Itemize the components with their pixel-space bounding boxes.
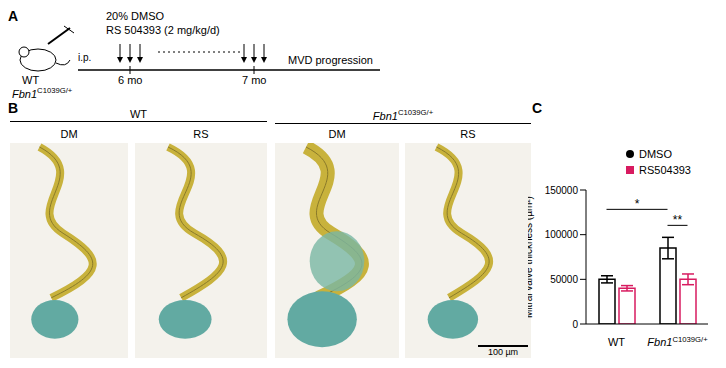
svg-text:0: 0 xyxy=(572,319,578,330)
html-text:7 mo: 7 mo xyxy=(242,74,267,86)
html-text:i.p.: i.p. xyxy=(78,52,92,63)
html-text:RS 504393 (2 mg/kg/d): RS 504393 (2 mg/kg/d) xyxy=(106,24,220,36)
html-text:C: C xyxy=(532,100,543,116)
svg-text:Fbn1C1039G/+: Fbn1C1039G/+ xyxy=(647,335,708,348)
html-text:B: B xyxy=(8,100,19,116)
svg-text:**: ** xyxy=(673,213,683,227)
html-text:RS504393: RS504393 xyxy=(639,164,691,176)
html-text:WT: WT xyxy=(129,108,147,120)
svg-text:Mitral valve thickness (µm²): Mitral valve thickness (µm²) xyxy=(528,196,534,318)
svg-text:100000: 100000 xyxy=(545,229,579,240)
svg-text:*: * xyxy=(635,197,640,211)
html-text:Fbn1C1039G/+: Fbn1C1039G/+ xyxy=(372,108,434,122)
svg-text:WT: WT xyxy=(608,336,625,348)
html-text:RS: RS xyxy=(460,128,476,140)
html-text:Fbn1C1039G/+: Fbn1C1039G/+ xyxy=(12,86,73,100)
html-text:MVD progression: MVD progression xyxy=(288,54,373,66)
html-text:DMSO: DMSO xyxy=(639,148,672,160)
html-text:DM: DM xyxy=(328,128,346,140)
svg-text:50000: 50000 xyxy=(550,274,578,285)
html-text:RS: RS xyxy=(193,128,209,140)
html-text:WT: WT xyxy=(22,74,40,86)
html-text:100 µm: 100 µm xyxy=(487,347,519,357)
html-text:6 mo: 6 mo xyxy=(118,74,143,86)
svg-text:150000: 150000 xyxy=(545,185,579,196)
html-text:A: A xyxy=(8,8,19,24)
html-text:20% DMSO: 20% DMSO xyxy=(106,10,165,22)
html-text:DM: DM xyxy=(60,128,78,140)
